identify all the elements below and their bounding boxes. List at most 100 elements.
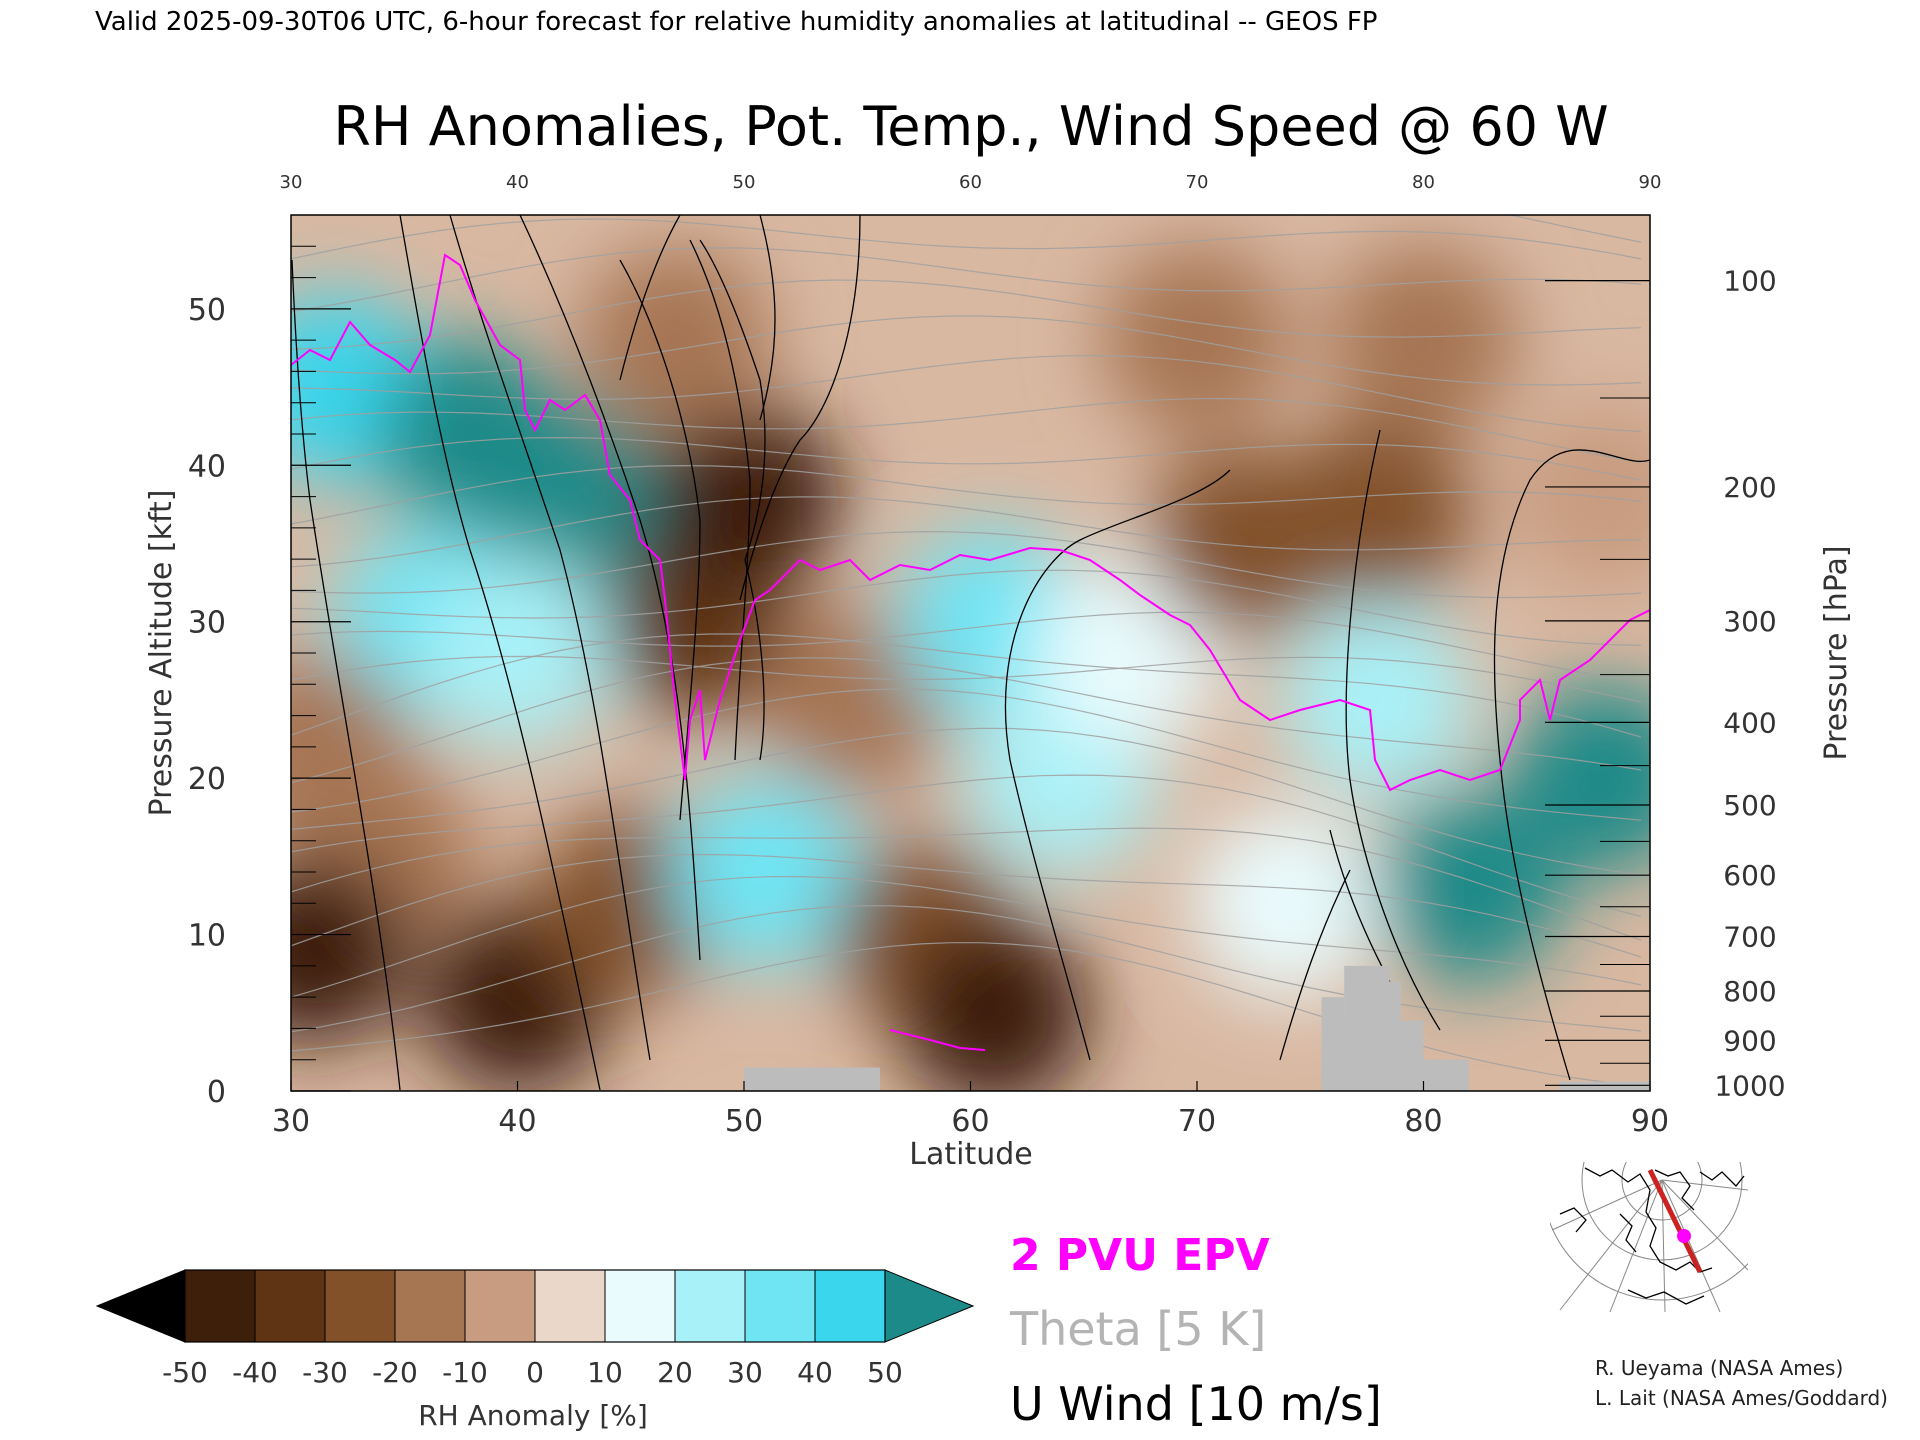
pressure-axis-label: Pressure [hPa] [1819,545,1854,760]
rh-anomaly-cell-26 [1373,792,1564,983]
terrain-block-5 [1423,1059,1469,1091]
y-tick-label-0: 0 [207,1075,226,1110]
x-top-tick-label-2: 50 [733,172,756,193]
rh-anomaly-cell-13 [671,777,862,967]
rh-anomaly-cell-7 [291,855,409,1046]
x-tick-label-2: 50 [725,1104,763,1139]
x-top-tick-label-1: 40 [506,172,529,193]
colorbar-bin-7 [674,1270,745,1342]
wind-contour-7 [291,259,401,1091]
wind-contour-12 [1345,429,1441,1031]
wind-contour-10 [739,215,861,601]
colorbar-bin-0 [184,1270,255,1342]
rh-anomaly-field [291,245,1650,1091]
y-axis-label: Pressure Altitude [kft] [144,490,179,817]
credit-line-1: R. Ueyama (NASA Ames) [1595,1356,1843,1380]
theta-contour-12 [291,569,1642,646]
theta-contour-3 [291,853,1642,958]
legend-entry-pv: 2 PVU EPV [1010,1230,1270,1281]
theta-contour-18 [291,354,1642,433]
terrain [744,965,1650,1091]
theta-contour-11 [291,611,1642,683]
rh-anomaly-cell-23 [1328,245,1519,436]
wind-contour-5 [699,239,766,561]
colorbar-tick-label-2: -30 [302,1356,348,1389]
location-map [1550,1162,1748,1312]
colorbar-tick-label-7: 20 [657,1356,693,1389]
p-tick-label-1: 200 [1723,471,1776,504]
colorbar-low-arrow [95,1269,186,1343]
theta-contour-13 [291,530,1642,599]
colorbar-tick-label-8: 30 [727,1356,763,1389]
wind-contour-15 [1279,869,1351,1061]
theta-contour-14 [291,496,1642,568]
x-tick-label-6: 90 [1631,1104,1669,1139]
p-tick-label-5: 600 [1723,859,1776,892]
terrain-block-2 [1344,965,1390,1091]
colorbar-high-arrow [884,1269,975,1343]
x-tick-label-3: 60 [951,1104,989,1139]
colorbar: -50 -40 -30 -20 -10 0 10 20 30 40 50 [95,1269,975,1389]
y-tick-label-2: 20 [188,762,226,797]
x-top-tick-label-3: 60 [959,172,982,193]
credit-line-2: L. Lait (NASA Ames/Goddard) [1595,1386,1888,1410]
chart-title: RH Anomalies, Pot. Temp., Wind Speed @ 6… [333,95,1608,158]
rh-anomaly-cell-11 [649,401,839,592]
colorbar-bin-6 [604,1270,675,1342]
colorbar-bin-5 [534,1270,605,1342]
colorbar-tick-label-5: 0 [526,1356,544,1389]
colorbar-tick-label-1: -40 [232,1356,278,1389]
x-tick-label-5: 80 [1404,1104,1442,1139]
theta-contour-10 [291,655,1642,703]
rh-anomaly-cell-21 [1283,417,1474,608]
p-tick-label-7: 800 [1723,975,1776,1008]
colorbar-bin-3 [394,1270,465,1342]
colorbar-bin-1 [254,1270,325,1342]
theta-contour-4 [291,827,1642,941]
rh-anomaly-cell-27 [1509,683,1650,874]
colorbar-label: RH Anomaly [%] [418,1399,648,1432]
legend-entry-theta: Theta [5 K] [1009,1302,1266,1356]
pv-contour [291,253,1650,1051]
wind-contours [291,215,1650,1091]
colorbar-tick-label-9: 40 [797,1356,833,1389]
theta-contour-17 [291,397,1642,464]
terrain-block-1 [1321,997,1345,1091]
wind-contour-13 [1493,449,1650,1081]
rh-anomaly-cell-12 [581,245,772,436]
rh-anomaly-cell-4 [422,558,613,748]
p-tick-label-2: 300 [1723,605,1776,638]
p-tick-label-0: 100 [1723,265,1776,298]
p-tick-label-6: 700 [1723,920,1776,953]
wind-contour-9 [759,215,776,421]
colorbar-bin-4 [464,1270,535,1342]
theta-contour-19 [291,315,1642,386]
section-line [1647,1168,1703,1274]
theta-contours [291,215,1642,1087]
x-tick-label-0: 30 [272,1104,310,1139]
pv-contour-line [291,253,1650,792]
legend: 2 PVU EPV Theta [5 K] U Wind [10 m/s] [1009,1230,1382,1431]
x-tick-label-4: 70 [1178,1104,1216,1139]
y-tick-label-3: 30 [188,606,226,641]
rh-anomaly-cell-28 [1509,401,1650,592]
wind-contour-6 [744,559,765,761]
x-axis-label: Latitude [909,1137,1032,1172]
wind-contour-2 [519,215,701,961]
rh-anomaly-cell-16 [898,917,1089,1091]
section-marker [1677,1229,1691,1243]
p-tick-label-3: 400 [1723,706,1776,739]
colorbar-bin-9 [814,1270,885,1342]
colorbar-tick-label-10: 50 [867,1356,903,1389]
p-tick-label-4: 500 [1723,789,1776,822]
axes: 3030404050506060707080809090010203040501… [188,172,1786,1139]
x-top-tick-label-4: 70 [1186,172,1209,193]
p-tick-label-9: 1000 [1714,1069,1785,1102]
wind-contour-11 [1004,469,1231,1061]
colorbar-frame [184,1269,886,1343]
rh-anomaly-cell-25 [1283,604,1474,795]
wind-contour-3 [619,259,701,821]
theta-contour-2 [291,876,1642,998]
rh-anomaly-cell-22 [1102,245,1292,436]
theta-contour-6 [291,727,1642,876]
